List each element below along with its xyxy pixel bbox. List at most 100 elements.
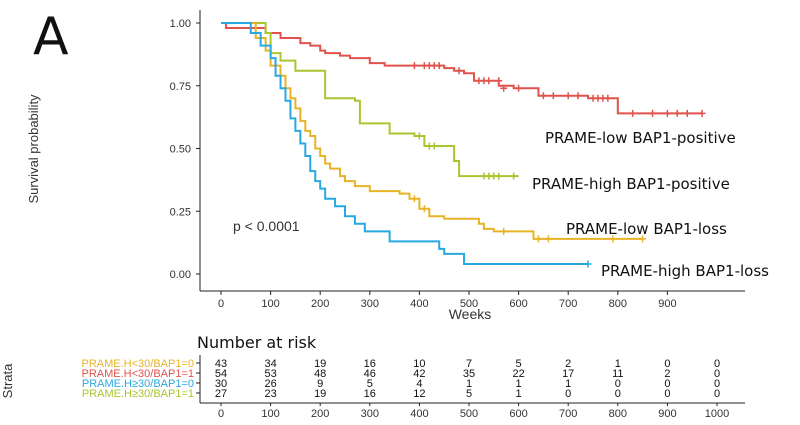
risk-time-label: 200 bbox=[311, 408, 329, 420]
risk-cell: 0 bbox=[664, 378, 670, 390]
x-tick-label: 900 bbox=[658, 298, 676, 310]
risk-cell: 5 bbox=[516, 358, 522, 370]
risk-cell: 0 bbox=[714, 378, 720, 390]
censor-mark bbox=[539, 92, 547, 100]
risk-time-label: 500 bbox=[460, 408, 478, 420]
risk-cell: 0 bbox=[714, 368, 720, 380]
censor-mark bbox=[673, 109, 681, 117]
risk-cell: 42 bbox=[413, 368, 425, 380]
risk-cell: 22 bbox=[512, 368, 524, 380]
risk-cell: 54 bbox=[215, 368, 227, 380]
y-ticks: 0.00 0.25 0.50 0.75 1.00 bbox=[170, 18, 200, 281]
risk-cell: 26 bbox=[264, 378, 276, 390]
y-tick-label: 0.25 bbox=[170, 206, 191, 218]
risk-cell: 5 bbox=[367, 378, 373, 390]
risk-table-title: Number at risk bbox=[197, 333, 317, 352]
survival-line-2 bbox=[221, 22, 643, 240]
x-tick-label: 0 bbox=[218, 298, 224, 310]
risk-cell: 0 bbox=[714, 388, 720, 400]
risk-cell: 23 bbox=[264, 388, 276, 400]
censor-mark bbox=[683, 109, 691, 117]
risk-time-label: 300 bbox=[361, 408, 379, 420]
censor-mark bbox=[435, 62, 443, 70]
risk-cell: 35 bbox=[463, 368, 475, 380]
risk-time-label: 800 bbox=[609, 408, 627, 420]
censor-mark bbox=[410, 62, 418, 70]
risk-time-label: 0 bbox=[218, 408, 224, 420]
censor-mark bbox=[510, 172, 518, 180]
panel-label: A bbox=[33, 7, 69, 67]
risk-cell: 46 bbox=[364, 368, 376, 380]
risk-time-label: 600 bbox=[509, 408, 527, 420]
risk-cell: 12 bbox=[413, 388, 425, 400]
censor-mark bbox=[544, 235, 552, 243]
risk-cell: 9 bbox=[317, 378, 323, 390]
x-tick-label: 500 bbox=[460, 298, 478, 310]
x-tick-label: 200 bbox=[311, 298, 329, 310]
risk-cell: 27 bbox=[215, 388, 227, 400]
curve-label: PRAME-low BAP1-positive bbox=[545, 129, 736, 147]
risk-time-label: 400 bbox=[410, 408, 428, 420]
censor-mark bbox=[430, 142, 438, 150]
x-tick-label: 800 bbox=[609, 298, 627, 310]
risk-cell: 0 bbox=[714, 358, 720, 370]
risk-cell: 30 bbox=[215, 378, 227, 390]
risk-cell: 10 bbox=[413, 358, 425, 370]
y-tick-label: 0.00 bbox=[170, 269, 191, 281]
curve-label: PRAME-low BAP1-loss bbox=[566, 220, 727, 238]
risk-cell: 43 bbox=[215, 358, 227, 370]
risk-table-strata-label: Strata bbox=[0, 363, 15, 398]
censor-mark bbox=[495, 172, 503, 180]
censor-mark bbox=[649, 109, 657, 117]
y-tick-label: 1.00 bbox=[170, 18, 191, 30]
y-tick-label: 0.75 bbox=[170, 81, 191, 93]
risk-cell: 34 bbox=[264, 358, 276, 370]
risk-time-label: 100 bbox=[261, 408, 279, 420]
curve-label: PRAME-high BAP1-loss bbox=[601, 262, 769, 280]
risk-cell: 0 bbox=[615, 388, 621, 400]
censor-mark bbox=[515, 84, 523, 92]
censor-mark bbox=[604, 94, 612, 102]
risk-time-label: 1000 bbox=[705, 408, 729, 420]
x-tick-label: 400 bbox=[410, 298, 428, 310]
risk-cell: 7 bbox=[466, 358, 472, 370]
x-tick-label: 700 bbox=[559, 298, 577, 310]
x-tick-label: 300 bbox=[361, 298, 379, 310]
censor-mark bbox=[663, 109, 671, 117]
survival-line-0 bbox=[221, 22, 703, 115]
risk-cell: 0 bbox=[664, 388, 670, 400]
curve-label: PRAME-high BAP1-positive bbox=[532, 175, 730, 193]
x-ticks: 0 100 200 300 400 500 600 700 800 900 bbox=[218, 291, 677, 310]
risk-cell: 2 bbox=[664, 368, 670, 380]
censor-mark bbox=[584, 260, 592, 268]
risk-cell: 1 bbox=[466, 378, 472, 390]
censor-mark bbox=[609, 235, 617, 243]
censor-mark bbox=[574, 92, 582, 100]
y-axis-title: Survival probability bbox=[26, 94, 41, 204]
risk-cell: 17 bbox=[562, 368, 574, 380]
risk-row-label: PRAME.H<30/BAP1=1 bbox=[81, 368, 194, 380]
risk-cell: 5 bbox=[466, 388, 472, 400]
censor-mark bbox=[549, 92, 557, 100]
risk-cell: 4 bbox=[416, 378, 422, 390]
risk-cell: 53 bbox=[264, 368, 276, 380]
x-tick-label: 600 bbox=[509, 298, 527, 310]
censor-mark bbox=[629, 109, 637, 117]
risk-row-label: PRAME.H≥30/BAP1=0 bbox=[82, 378, 194, 390]
survival-curves bbox=[221, 22, 706, 268]
risk-cell: 11 bbox=[612, 368, 623, 380]
risk-time-label: 700 bbox=[559, 408, 577, 420]
censor-mark bbox=[410, 195, 418, 203]
risk-row-label: PRAME.H≥30/BAP1=1 bbox=[82, 388, 194, 400]
censor-mark bbox=[500, 84, 508, 92]
risk-table: 0 100 200 300 400 500 600 700 800 900 1000PRAME.H<… bbox=[81, 358, 729, 420]
censor-mark bbox=[485, 77, 493, 85]
censor-mark bbox=[698, 109, 706, 117]
risk-cell: 0 bbox=[565, 388, 571, 400]
risk-time-label: 900 bbox=[658, 408, 676, 420]
curve-labels: PRAME-low BAP1-positive PRAME-high BAP1-p… bbox=[532, 129, 769, 280]
risk-cell: 0 bbox=[615, 378, 621, 390]
survival-line-3 bbox=[221, 22, 589, 265]
risk-cell: 1 bbox=[615, 358, 621, 370]
